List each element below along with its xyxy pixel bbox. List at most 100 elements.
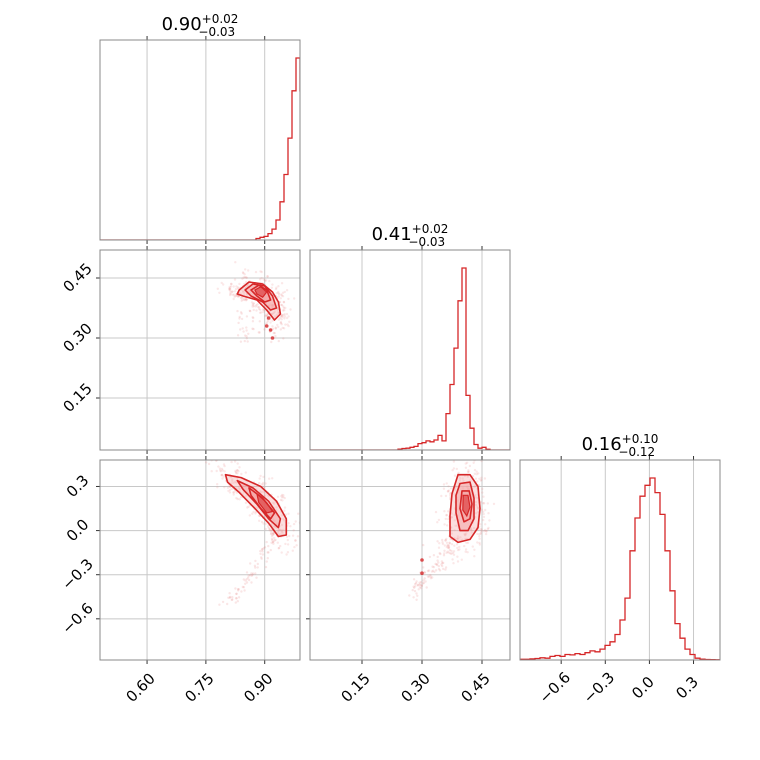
sample-point (251, 327, 254, 330)
sample-point (258, 477, 261, 480)
sample-point (242, 578, 245, 581)
y-tick-label: −0.6 (58, 599, 96, 637)
sample-point (242, 492, 245, 496)
sample-point (220, 474, 223, 477)
sample-point (483, 530, 486, 533)
sample-point (262, 547, 265, 550)
sample-point (282, 306, 286, 310)
sample-point (251, 573, 254, 576)
sample-point (245, 581, 249, 584)
sample-point (283, 519, 286, 522)
sample-point (416, 594, 419, 597)
sample-point (449, 537, 452, 541)
x-tick-label: 0.30 (397, 669, 433, 705)
sample-point (229, 285, 233, 288)
sample-point (272, 524, 275, 528)
sample-point (228, 491, 232, 494)
sample-point (417, 588, 420, 591)
sample-point (270, 537, 274, 540)
sample-point (445, 482, 448, 485)
sample-point (279, 328, 282, 331)
sample-point (457, 537, 460, 540)
sample-point (235, 481, 238, 484)
sample-point (279, 528, 282, 532)
sample-point (286, 538, 289, 542)
sample-point (422, 579, 425, 582)
sample-point (229, 289, 232, 293)
panel-2-1 (306, 456, 510, 664)
sample-point (277, 529, 281, 532)
sample-point (446, 490, 450, 493)
sample-point (265, 314, 269, 317)
sample-point (271, 312, 274, 315)
sample-point (302, 546, 304, 548)
sample-point (264, 279, 268, 282)
sample-point (263, 494, 267, 497)
sample-point (445, 551, 448, 554)
sample-point (237, 287, 240, 290)
sample-point (234, 469, 237, 473)
sample-point (279, 544, 282, 548)
sample-point (249, 309, 252, 313)
sample-point (271, 283, 274, 286)
sample-point (418, 581, 421, 584)
sample-point (283, 506, 287, 509)
sample-point (272, 532, 275, 535)
x-tick-label: −0.6 (536, 668, 574, 706)
sample-point (220, 467, 224, 471)
sample-point (233, 295, 236, 298)
sample-point (473, 493, 477, 497)
sample-point (416, 584, 420, 587)
sample-point (220, 281, 223, 285)
sample-point (447, 551, 451, 554)
sample-point (266, 557, 269, 560)
sample-point (254, 305, 257, 308)
sample-point (457, 471, 460, 474)
sample-point (271, 325, 274, 328)
sample-point (480, 529, 483, 532)
sample-point (277, 293, 281, 296)
sample-point (227, 489, 230, 493)
sample-point (300, 523, 302, 525)
sample-point (277, 285, 280, 288)
sample-point (268, 279, 271, 283)
sample-point (270, 532, 273, 535)
sample-point (447, 517, 450, 521)
sample-point (437, 561, 440, 564)
sample-point (236, 600, 239, 603)
sample-point (447, 485, 450, 488)
sample-point (292, 529, 295, 532)
sample-point (228, 287, 231, 290)
sample-point (453, 474, 457, 477)
sample-point (240, 312, 243, 315)
sample-point (231, 290, 234, 293)
sample-point (452, 550, 456, 553)
sample-point (443, 510, 446, 513)
sample-point (476, 532, 479, 536)
sample-point (262, 308, 265, 312)
histogram-2 (520, 477, 720, 660)
sample-point (449, 457, 451, 459)
sample-point (461, 477, 464, 480)
sample-point (258, 331, 261, 334)
sample-point (456, 555, 459, 558)
sample-point (443, 549, 446, 552)
sample-point (439, 552, 442, 556)
sample-point (465, 541, 468, 544)
sample-point (479, 523, 482, 526)
sample-point (416, 583, 419, 587)
outlier-point (266, 316, 271, 320)
sample-point (221, 469, 224, 472)
sample-point (231, 478, 234, 481)
sample-point (456, 537, 459, 541)
sample-point (258, 307, 261, 311)
sample-point (443, 552, 446, 555)
panel-frame (309, 249, 511, 451)
sample-point (482, 512, 485, 516)
sample-point (440, 494, 443, 498)
sample-point (286, 543, 290, 546)
sample-point (235, 592, 238, 595)
sample-point (468, 464, 472, 468)
sample-point (281, 315, 284, 318)
sample-point (283, 317, 286, 320)
